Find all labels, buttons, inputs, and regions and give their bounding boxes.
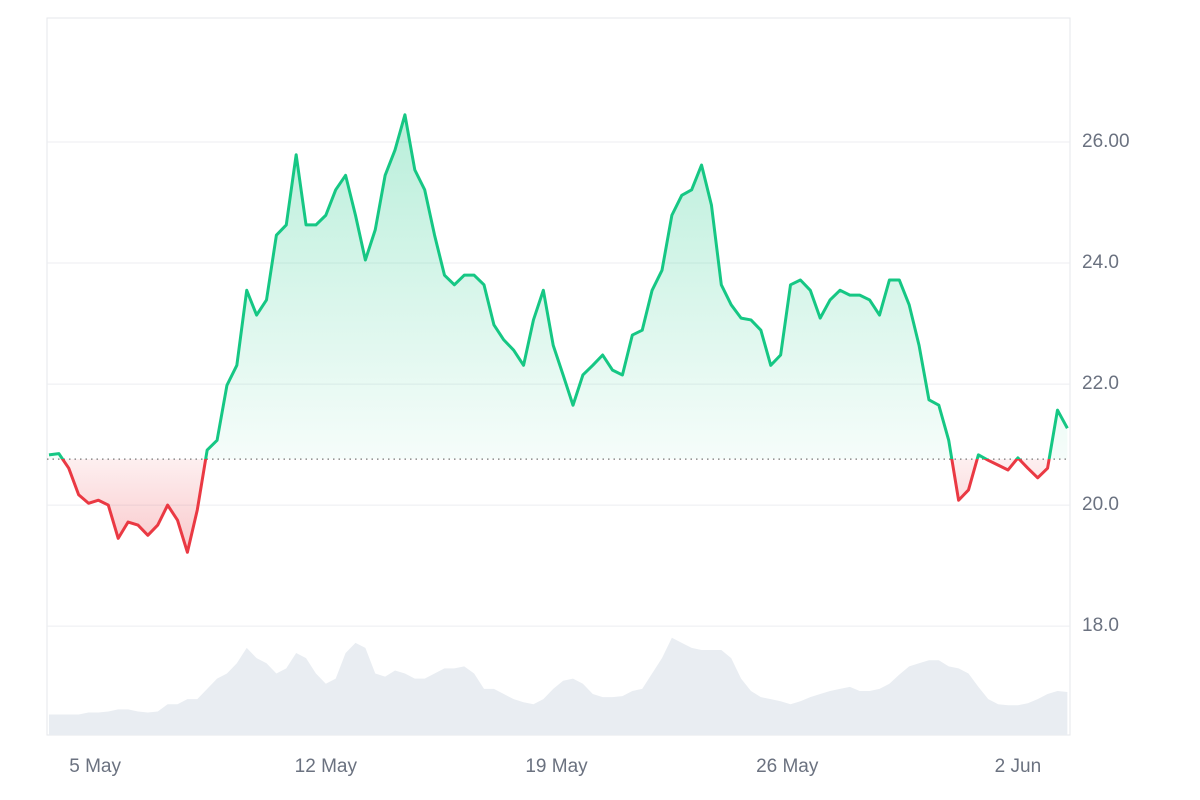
y-tick-label: 20.0	[1082, 494, 1119, 515]
x-tick-label: 12 May	[295, 756, 358, 777]
y-tick-label: 22.0	[1082, 373, 1119, 394]
volume-area	[48, 637, 1068, 735]
price-area	[48, 114, 1068, 553]
x-tick-label: 26 May	[756, 756, 819, 777]
y-tick-label: 18.0	[1082, 615, 1119, 636]
x-tick-label: 5 May	[69, 756, 121, 777]
x-tick-label: 19 May	[525, 756, 588, 777]
price-line	[48, 113, 1069, 554]
y-tick-label: 26.00	[1082, 131, 1130, 152]
y-tick-label: 24.0	[1082, 252, 1119, 273]
x-tick-label: 2 Jun	[995, 756, 1041, 777]
